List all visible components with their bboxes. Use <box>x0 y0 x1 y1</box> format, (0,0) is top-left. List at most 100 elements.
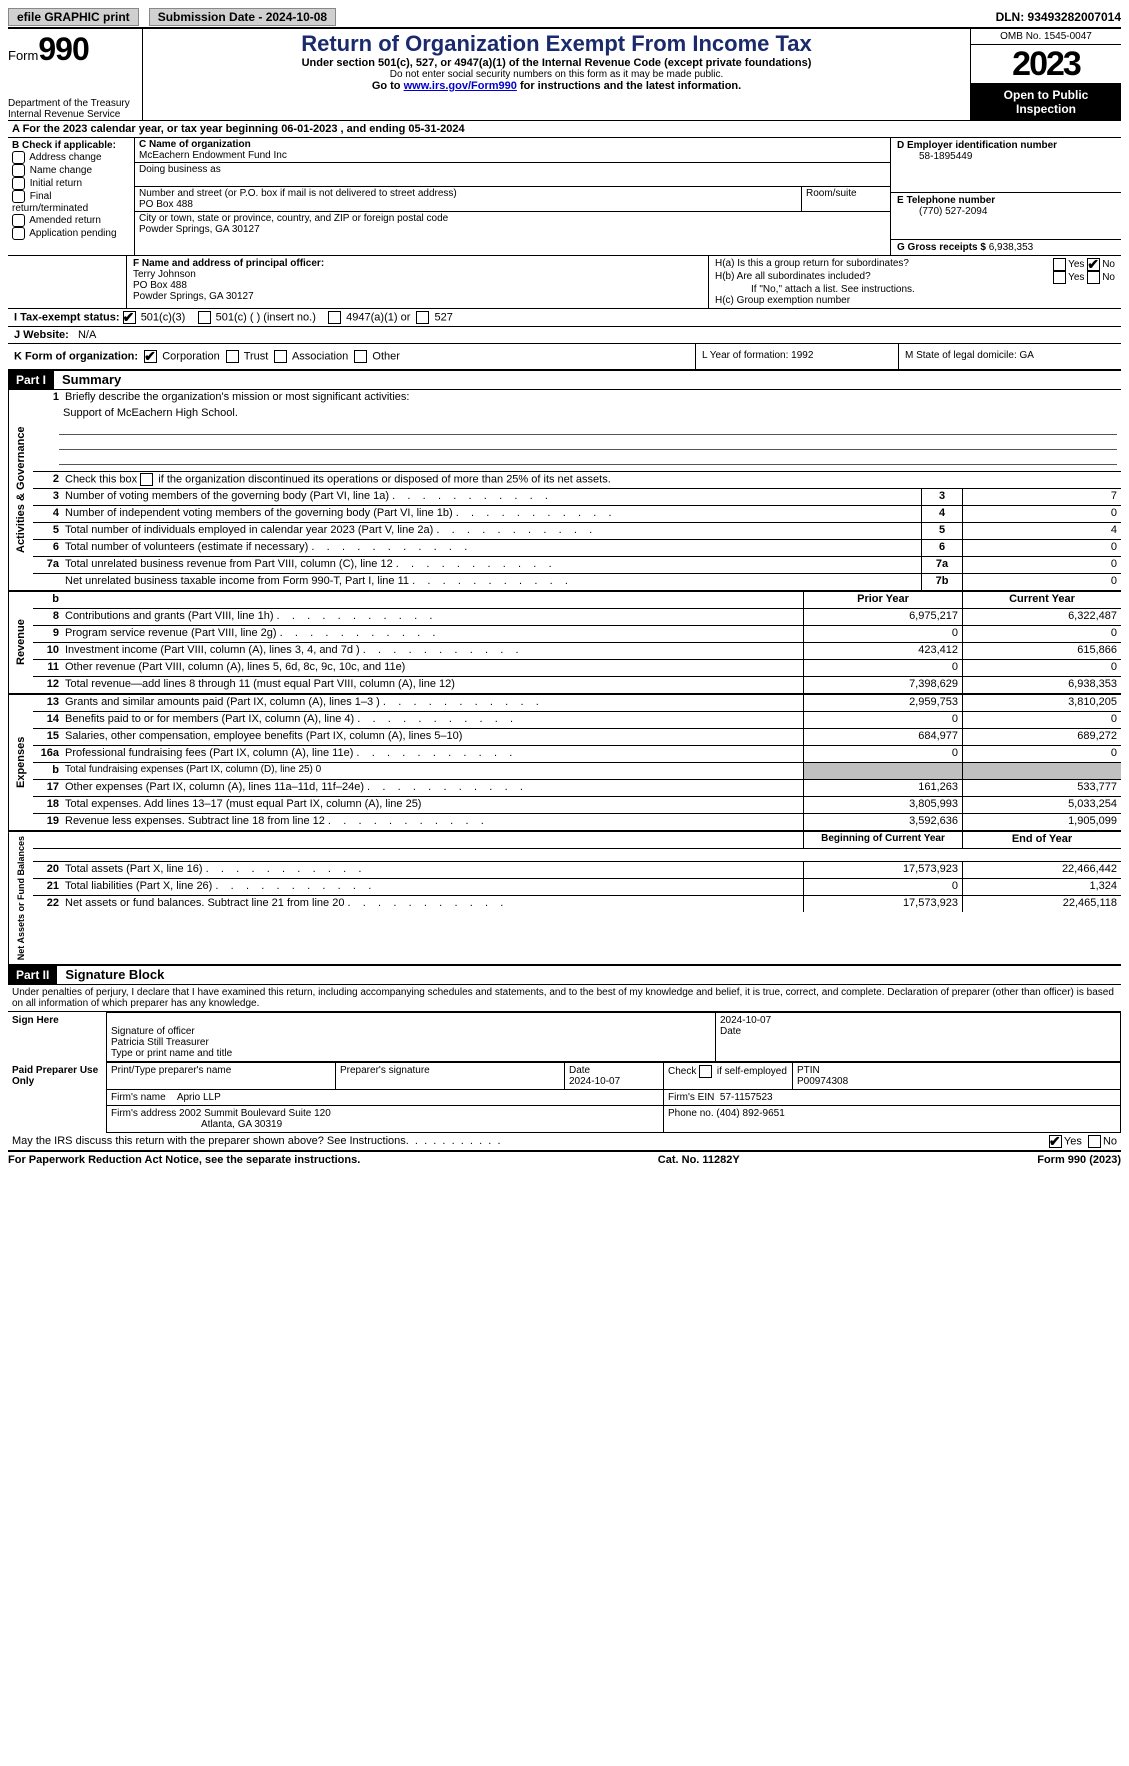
sig-officer-cell: Signature of officerPatricia Still Treas… <box>107 1013 716 1062</box>
vtab-revenue: Revenue <box>8 592 33 693</box>
cb-501c3[interactable] <box>123 311 136 324</box>
section-fh: F Name and address of principal officer:… <box>8 256 1121 309</box>
city-cell: City or town, state or province, country… <box>135 212 890 236</box>
box-b: B Check if applicable: Address change Na… <box>8 138 135 255</box>
val-16ac: 0 <box>962 746 1121 762</box>
vtab-net-assets: Net Assets or Fund Balances <box>8 832 33 964</box>
val-18p: 3,805,993 <box>803 797 962 813</box>
box-f: F Name and address of principal officer:… <box>127 256 708 308</box>
perjury-statement: Under penalties of perjury, I declare th… <box>8 985 1121 1012</box>
cb-hb-yes[interactable] <box>1053 271 1066 284</box>
cb-other[interactable] <box>354 350 367 363</box>
val-17c: 533,777 <box>962 780 1121 796</box>
prep-name-cell: Print/Type preparer's name <box>107 1063 336 1090</box>
val-14c: 0 <box>962 712 1121 728</box>
cb-527[interactable] <box>416 311 429 324</box>
firm-ein-cell: Firm's EIN 57-1157523 <box>664 1090 1121 1106</box>
street-value: PO Box 488 <box>139 199 193 210</box>
irs-link[interactable]: www.irs.gov/Form990 <box>404 80 517 92</box>
form-title: Return of Organization Exempt From Incom… <box>149 31 964 57</box>
cb-self-employed[interactable] <box>699 1065 712 1078</box>
form-note-link: Go to www.irs.gov/Form990 for instructio… <box>149 80 964 92</box>
city-value: Powder Springs, GA 30127 <box>139 224 260 235</box>
val-3: 7 <box>962 489 1121 505</box>
cb-irs-yes[interactable] <box>1049 1135 1062 1148</box>
cb-501c[interactable] <box>198 311 211 324</box>
cb-corporation[interactable] <box>144 350 157 363</box>
state-domicile: M State of legal domicile: GA <box>898 344 1121 369</box>
sign-here-label: Sign Here <box>8 1013 107 1062</box>
submission-date-button[interactable]: Submission Date - 2024-10-08 <box>149 8 336 26</box>
val-18c: 5,033,254 <box>962 797 1121 813</box>
cb-name-change[interactable] <box>12 164 25 177</box>
form-header: Form990 Department of the Treasury Inter… <box>8 29 1121 121</box>
section-expenses: Expenses 13Grants and similar amounts pa… <box>8 695 1121 832</box>
cb-amended-return[interactable] <box>12 214 25 227</box>
val-10p: 423,412 <box>803 643 962 659</box>
page-footer: For Paperwork Reduction Act Notice, see … <box>8 1150 1121 1166</box>
cb-final-return[interactable] <box>12 190 25 203</box>
street-cell: Number and street (or P.O. box if mail i… <box>135 187 802 211</box>
dept-label: Department of the Treasury Internal Reve… <box>8 98 138 120</box>
val-21p: 0 <box>803 879 962 895</box>
box-h: H(a) Is this a group return for subordin… <box>708 256 1121 308</box>
val-9c: 0 <box>962 626 1121 642</box>
val-8p: 6,975,217 <box>803 609 962 625</box>
form-subtitle: Under section 501(c), 527, or 4947(a)(1)… <box>149 57 964 69</box>
section-identity: B Check if applicable: Address change Na… <box>8 138 1121 256</box>
val-13c: 3,810,205 <box>962 695 1121 711</box>
row-klm: K Form of organization: Corporation Trus… <box>8 344 1121 371</box>
cb-hb-no[interactable] <box>1087 271 1100 284</box>
cb-trust[interactable] <box>226 350 239 363</box>
form-number: Form990 <box>8 31 138 68</box>
val-21c: 1,324 <box>962 879 1121 895</box>
val-19c: 1,905,099 <box>962 814 1121 830</box>
cb-address-change[interactable] <box>12 151 25 164</box>
ein-value: 58-1895449 <box>897 151 1115 162</box>
room-suite-label: Room/suite <box>802 187 890 211</box>
cb-ha-no[interactable] <box>1087 258 1100 271</box>
section-governance: Activities & Governance 1Briefly describ… <box>8 390 1121 592</box>
gross-receipts-value: 6,938,353 <box>989 242 1034 253</box>
sign-here-table: Sign Here Signature of officerPatricia S… <box>8 1012 1121 1062</box>
dba-label: Doing business as <box>135 163 890 176</box>
box-d-e-g: D Employer identification number 58-1895… <box>890 138 1121 255</box>
part-ii-header: Part IISignature Block <box>8 966 1121 985</box>
part-i-header: Part ISummary <box>8 371 1121 390</box>
form-note-ssn: Do not enter social security numbers on … <box>149 69 964 80</box>
val-11p: 0 <box>803 660 962 676</box>
tax-year: 2023 <box>971 45 1121 84</box>
efile-button[interactable]: efile GRAPHIC print <box>8 8 139 26</box>
cb-4947[interactable] <box>328 311 341 324</box>
firm-address-cell: Firm's address 2002 Summit Boulevard Sui… <box>107 1106 664 1133</box>
val-22c: 22,465,118 <box>962 896 1121 912</box>
dln-label: DLN: 93493282007014 <box>996 10 1121 24</box>
omb-number: OMB No. 1545-0047 <box>971 29 1121 45</box>
cb-discontinued[interactable] <box>140 473 153 486</box>
org-name-label: C Name of organizationMcEachern Endowmen… <box>135 138 890 162</box>
year-formation: L Year of formation: 1992 <box>695 344 898 369</box>
cb-ha-yes[interactable] <box>1053 258 1066 271</box>
val-16bp <box>803 763 962 779</box>
row-a-tax-year: A For the 2023 calendar year, or tax yea… <box>8 121 1121 138</box>
val-12p: 7,398,629 <box>803 677 962 693</box>
firm-name-cell: Firm's name Aprio LLP <box>107 1090 664 1106</box>
val-20p: 17,573,923 <box>803 862 962 878</box>
cb-irs-no[interactable] <box>1088 1135 1101 1148</box>
cb-association[interactable] <box>274 350 287 363</box>
prep-sig-cell: Preparer's signature <box>336 1063 565 1090</box>
val-22p: 17,573,923 <box>803 896 962 912</box>
cb-application-pending[interactable] <box>12 227 25 240</box>
row-i: I Tax-exempt status: 501(c)(3) 501(c) ( … <box>8 309 1121 327</box>
ptin-cell: PTINP00974308 <box>793 1063 1121 1090</box>
cb-initial-return[interactable] <box>12 177 25 190</box>
section-revenue: Revenue bPrior YearCurrent Year 8Contrib… <box>8 592 1121 695</box>
phone-value: (770) 527-2094 <box>897 206 1115 217</box>
val-15p: 684,977 <box>803 729 962 745</box>
val-15c: 689,272 <box>962 729 1121 745</box>
val-6: 0 <box>962 540 1121 556</box>
val-7a: 0 <box>962 557 1121 573</box>
val-11c: 0 <box>962 660 1121 676</box>
vtab-expenses: Expenses <box>8 695 33 830</box>
val-4: 0 <box>962 506 1121 522</box>
